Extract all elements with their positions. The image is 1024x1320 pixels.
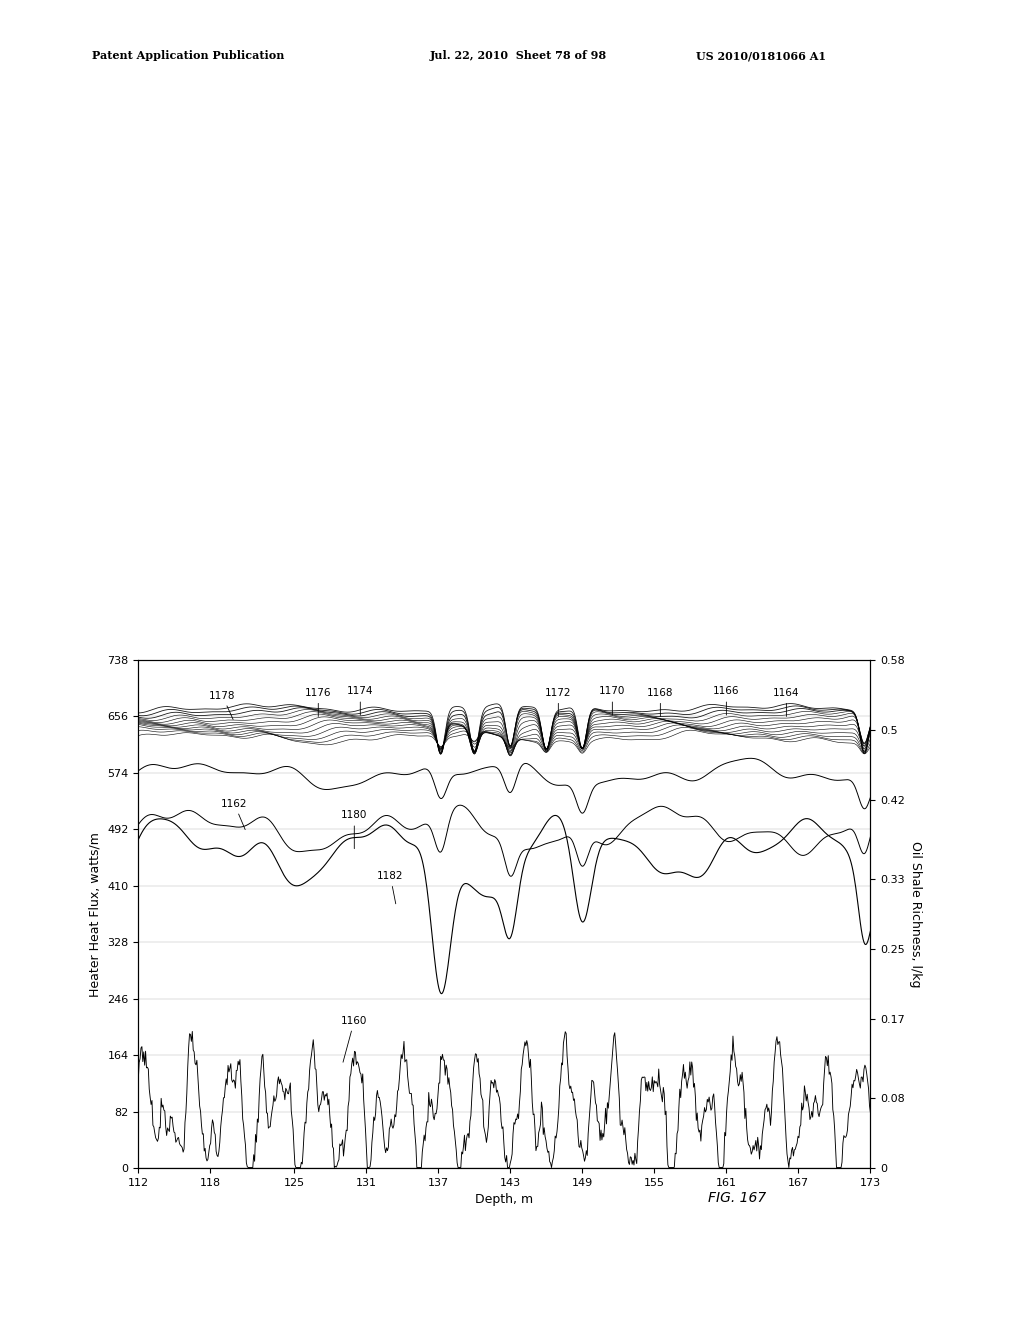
Text: 1176: 1176 [305, 688, 332, 717]
Text: 1164: 1164 [773, 688, 800, 717]
Text: Jul. 22, 2010  Sheet 78 of 98: Jul. 22, 2010 Sheet 78 of 98 [430, 50, 607, 61]
Text: 1168: 1168 [647, 688, 674, 717]
Text: 1160: 1160 [341, 1015, 368, 1063]
Text: 1162: 1162 [221, 799, 248, 829]
Y-axis label: Heater Heat Flux, watts/m: Heater Heat Flux, watts/m [89, 832, 101, 997]
Text: 1166: 1166 [713, 686, 739, 715]
X-axis label: Depth, m: Depth, m [475, 1193, 534, 1206]
Text: 1174: 1174 [347, 686, 374, 715]
Text: 1170: 1170 [599, 686, 626, 715]
Text: 1172: 1172 [545, 688, 571, 717]
Text: Patent Application Publication: Patent Application Publication [92, 50, 285, 61]
Text: 1180: 1180 [341, 810, 368, 849]
Text: US 2010/0181066 A1: US 2010/0181066 A1 [696, 50, 826, 61]
Y-axis label: Oil Shale Richness, l/kg: Oil Shale Richness, l/kg [908, 841, 922, 987]
Text: FIG. 167: FIG. 167 [709, 1191, 766, 1205]
Text: 1178: 1178 [209, 690, 236, 719]
Text: 1182: 1182 [377, 871, 403, 904]
